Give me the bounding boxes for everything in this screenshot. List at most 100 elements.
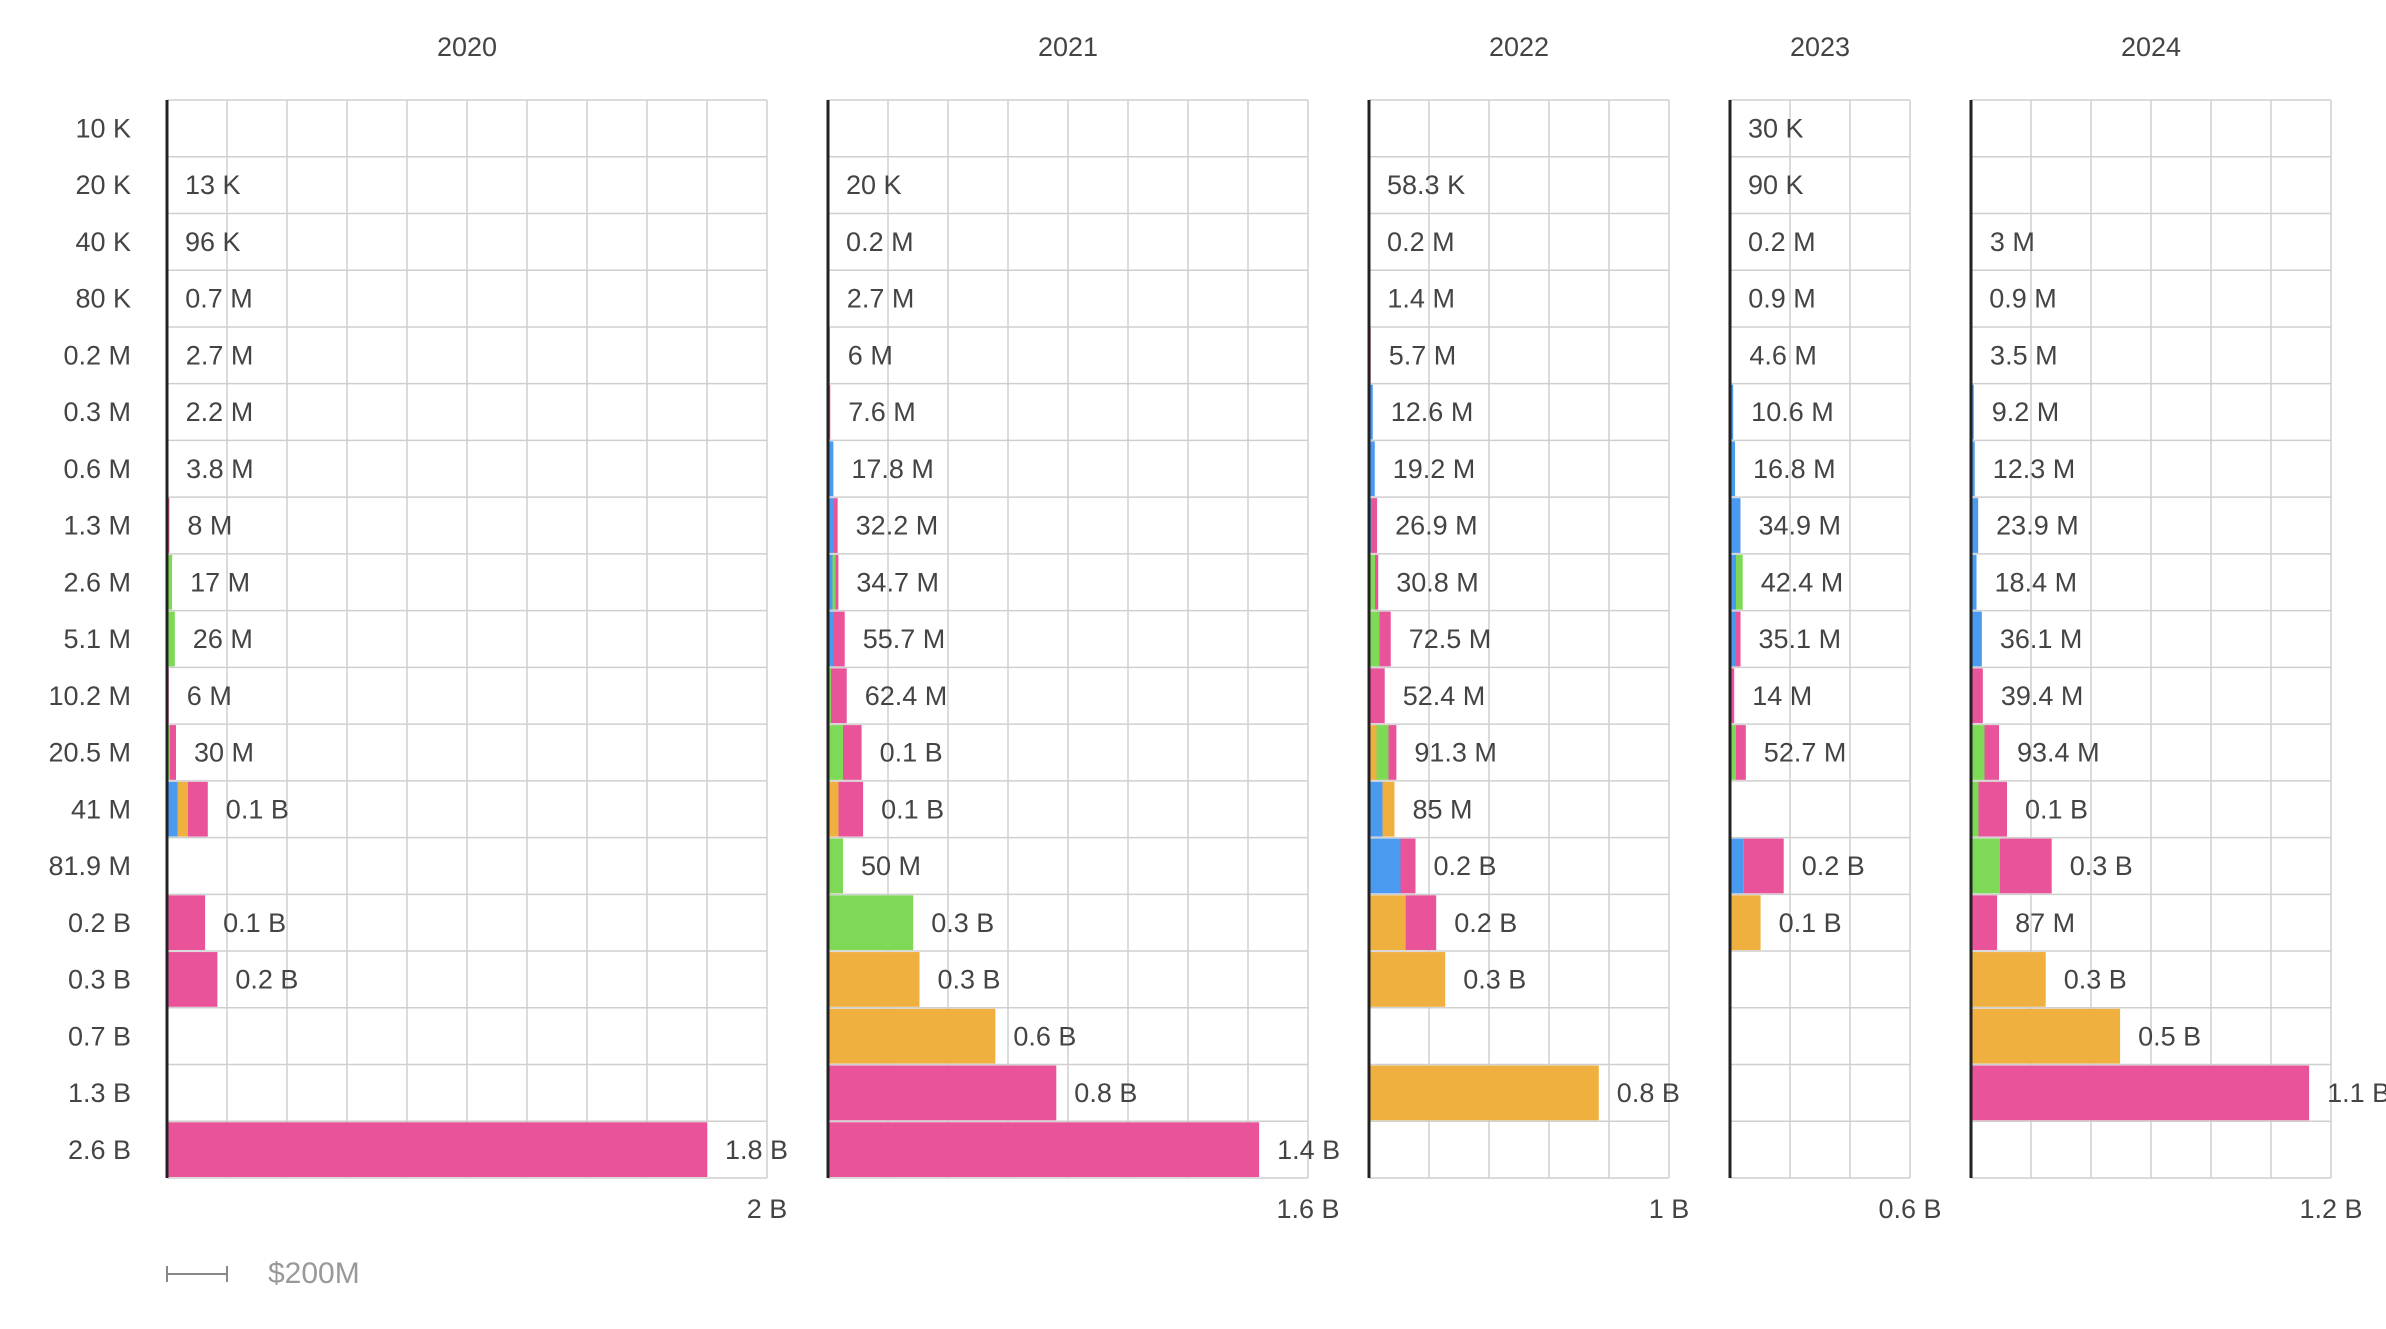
bar-segment [834, 612, 845, 667]
total-label: 0.2 B [1434, 851, 1497, 881]
total-label: 13 K [185, 170, 241, 200]
total-label: 72.5 M [1409, 624, 1492, 654]
total-label: 34.9 M [1758, 511, 1841, 541]
row-label: 5.1 M [63, 624, 131, 654]
bar-segment [1971, 612, 1982, 667]
bar-segment [1730, 895, 1761, 950]
total-label: 0.1 B [880, 738, 943, 768]
bar-segment [834, 498, 838, 553]
total-label: 0.8 B [1617, 1078, 1680, 1108]
total-label: 32.2 M [856, 511, 939, 541]
total-label: 20 K [846, 170, 902, 200]
bar-segment [1985, 725, 2000, 780]
total-label: 0.3 B [931, 908, 994, 938]
bar-segment [1730, 498, 1740, 553]
panel-title: 2022 [1489, 32, 1549, 62]
x-tick-label: 2 B [747, 1194, 788, 1224]
panel-title: 2020 [437, 32, 497, 62]
total-label: 30 M [194, 738, 254, 768]
total-label: 96 K [185, 227, 241, 257]
total-label: 3.5 M [1990, 340, 2058, 370]
bar-segment [1369, 668, 1385, 723]
bar-segment [1971, 952, 2046, 1007]
row-label: 0.2 B [68, 908, 131, 938]
total-label: 0.1 B [2025, 794, 2088, 824]
total-label: 87 M [2015, 908, 2075, 938]
x-tick-label: 1.6 B [1276, 1194, 1339, 1224]
bar-segment [1971, 1009, 2120, 1064]
bar-segment [167, 782, 178, 837]
bar-segment [1369, 782, 1383, 837]
total-label: 0.3 B [2064, 965, 2127, 995]
x-tick-label: 1.2 B [2299, 1194, 2362, 1224]
total-label: 52.7 M [1764, 738, 1847, 768]
bar-segment [828, 725, 843, 780]
bar-segment [836, 555, 839, 610]
row-label: 0.7 B [68, 1021, 131, 1051]
panel-title: 2024 [2121, 32, 2181, 62]
bar-segment [1971, 895, 1997, 950]
total-label: 17.8 M [851, 454, 934, 484]
total-label: 0.7 M [185, 284, 253, 314]
bar-segment [1375, 555, 1378, 610]
total-label: 1.4 B [1277, 1135, 1340, 1165]
row-label: 1.3 B [68, 1078, 131, 1108]
bar-segment [1401, 839, 1416, 894]
total-label: 10.6 M [1751, 397, 1834, 427]
bar-segment [1369, 612, 1380, 667]
row-label: 81.9 M [48, 851, 131, 881]
row-label: 40 K [75, 227, 131, 257]
total-label: 6 M [848, 340, 893, 370]
total-label: 8 M [187, 511, 232, 541]
total-label: 62.4 M [865, 681, 948, 711]
row-label: 2.6 B [68, 1135, 131, 1165]
total-label: 1.8 B [725, 1135, 788, 1165]
bar-segment [828, 782, 839, 837]
bar-segment [828, 839, 843, 894]
total-label: 16.8 M [1753, 454, 1836, 484]
row-label: 80 K [75, 284, 131, 314]
bar-segment [167, 1122, 707, 1177]
total-label: 0.5 B [2138, 1021, 2201, 1051]
total-label: 3.8 M [186, 454, 254, 484]
total-label: 0.3 B [938, 965, 1001, 995]
total-label: 0.2 B [1454, 908, 1517, 938]
total-label: 0.2 B [235, 965, 298, 995]
total-label: 2.7 M [847, 284, 915, 314]
bar-segment [1979, 782, 2008, 837]
total-label: 0.1 B [226, 794, 289, 824]
bar-segment [1369, 952, 1445, 1007]
total-label: 18.4 M [1995, 567, 2078, 597]
total-label: 14 M [1752, 681, 1812, 711]
total-label: 26.9 M [1395, 511, 1478, 541]
bar-segment [839, 782, 864, 837]
row-label: 41 M [71, 794, 131, 824]
total-label: 12.3 M [1993, 454, 2076, 484]
total-label: 0.2 M [846, 227, 914, 257]
bar-segment [1736, 555, 1743, 610]
total-label: 85 M [1413, 794, 1473, 824]
total-label: 0.9 M [1989, 284, 2057, 314]
total-label: 90 K [1748, 170, 1804, 200]
bar-segment [828, 1122, 1259, 1177]
total-label: 0.3 B [1463, 965, 1526, 995]
total-label: 0.8 B [1074, 1078, 1137, 1108]
total-label: 6 M [187, 681, 232, 711]
bar-segment [1971, 725, 1985, 780]
panel-title: 2021 [1038, 32, 1098, 62]
total-label: 52.4 M [1403, 681, 1486, 711]
total-label: 50 M [861, 851, 921, 881]
total-label: 0.2 M [1748, 227, 1816, 257]
bar-segment [178, 782, 189, 837]
bar-segment [169, 612, 175, 667]
bar-segment [1369, 895, 1406, 950]
total-label: 0.1 B [881, 794, 944, 824]
bar-segment [1406, 895, 1437, 950]
bar-segment [828, 895, 913, 950]
x-tick-label: 0.6 B [1878, 1194, 1941, 1224]
total-label: 0.2 B [1802, 851, 1865, 881]
row-label: 20.5 M [48, 738, 131, 768]
total-label: 39.4 M [2001, 681, 2084, 711]
total-label: 2.2 M [186, 397, 254, 427]
bar-segment [188, 782, 208, 837]
